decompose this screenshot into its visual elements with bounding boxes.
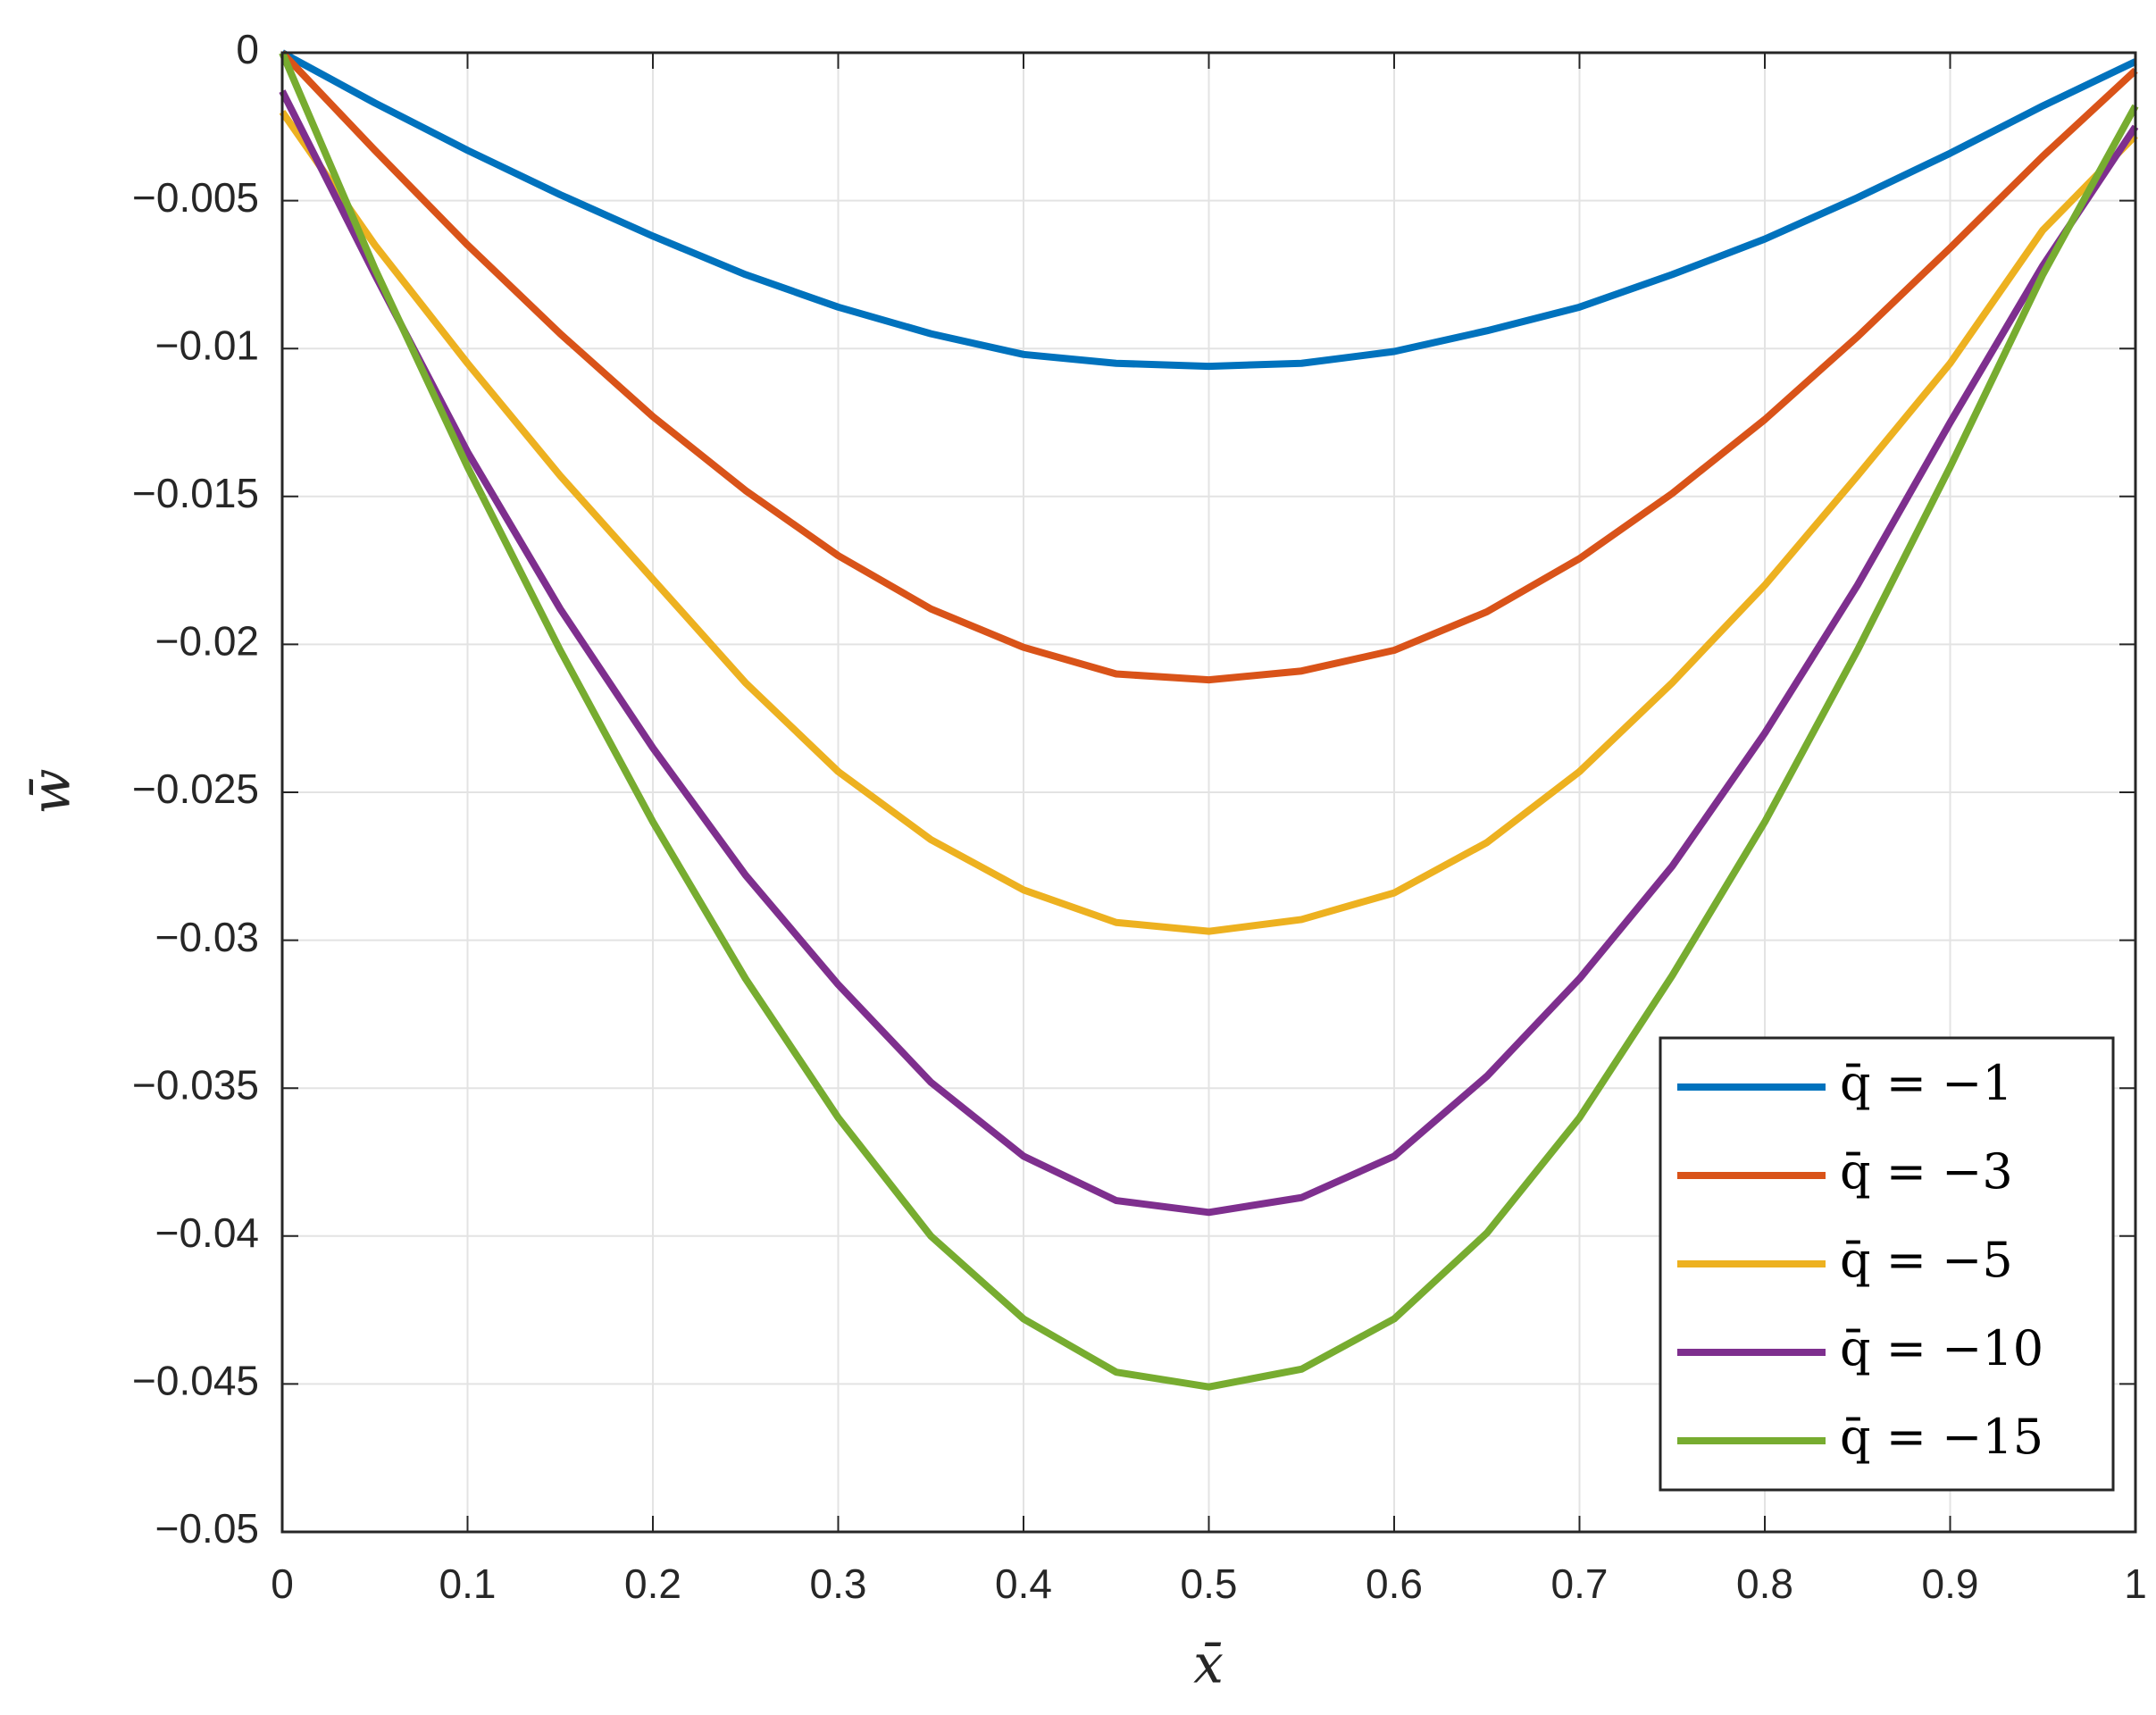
legend-label: q̄ = −15	[1840, 1409, 2043, 1465]
x-tick-label: 0.2	[624, 1560, 681, 1607]
x-tick-label: 0.1	[439, 1560, 497, 1607]
x-tick-label: 0.3	[810, 1560, 867, 1607]
series-line	[279, 109, 2138, 935]
x-axis-label: x̄	[1193, 1634, 1224, 1696]
axes-box	[280, 51, 2137, 1534]
legend-label: q̄ = −10	[1840, 1320, 2043, 1376]
series-line	[280, 50, 2138, 684]
legend-label: q̄ = −5	[1840, 1232, 2013, 1288]
y-tick-label: −0.005	[132, 174, 259, 221]
y-tick-label: −0.05	[155, 1505, 259, 1552]
y-tick-label: −0.04	[155, 1209, 259, 1256]
x-tick-label: 0	[271, 1560, 294, 1607]
y-tick-label: −0.015	[132, 470, 259, 516]
y-tick-label: −0.02	[155, 618, 259, 665]
series-line	[279, 51, 2139, 1391]
y-tick-label: −0.01	[155, 322, 259, 368]
series-line	[280, 49, 2137, 371]
legend-label: q̄ = −1	[1840, 1055, 2013, 1111]
x-tick-label: 0.9	[1922, 1560, 1979, 1607]
y-tick-label: −0.025	[132, 765, 259, 812]
x-tick-label: 0.6	[1366, 1560, 1423, 1607]
x-tick-label: 0.5	[1181, 1560, 1238, 1607]
x-tick-label: 0.8	[1736, 1560, 1793, 1607]
x-tick-label: 1	[2124, 1560, 2147, 1607]
series-line	[279, 89, 2139, 1217]
legend-label: q̄ = −3	[1840, 1143, 2013, 1200]
x-tick-label: 0.7	[1551, 1560, 1609, 1607]
y-tick-label: −0.045	[132, 1358, 259, 1404]
y-axis-label: w̄	[21, 768, 83, 814]
y-tick-label: −0.03	[155, 914, 259, 960]
x-tick-label: 0.4	[995, 1560, 1052, 1607]
y-tick-label: −0.035	[132, 1061, 259, 1108]
y-tick-label: 0	[236, 26, 259, 72]
